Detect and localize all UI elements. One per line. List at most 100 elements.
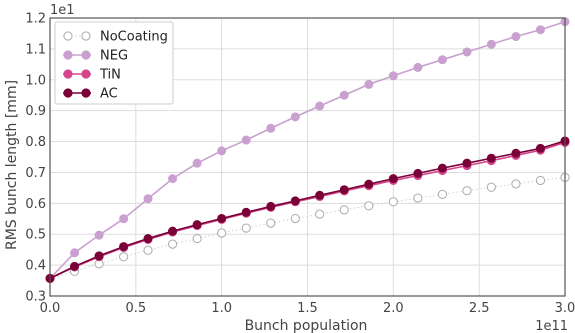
data-point: [315, 209, 325, 219]
data-point: [143, 245, 153, 255]
data-point: [70, 261, 80, 271]
data-point: [535, 143, 545, 153]
data-point: [119, 252, 129, 262]
x-tick-label: 1.0: [211, 301, 232, 316]
x-tick-label: 2.5: [469, 301, 490, 316]
y-tick-label: 0.6: [25, 197, 46, 212]
data-point: [241, 207, 251, 217]
legend-item-tin: TiN: [63, 68, 121, 83]
series-line: [49, 176, 566, 279]
data-point: [413, 193, 423, 203]
data-point: [241, 223, 251, 233]
series-ac: [45, 136, 570, 283]
data-point: [486, 153, 496, 163]
data-point: [290, 112, 300, 122]
legend-marker: [63, 31, 73, 41]
x-tick-label: 0.0: [40, 301, 61, 316]
data-point: [511, 179, 521, 189]
data-point: [462, 158, 472, 168]
data-point: [511, 32, 521, 42]
data-point: [364, 179, 374, 189]
data-point: [315, 101, 325, 111]
y-tick-label: 1.1: [25, 42, 46, 57]
data-point: [388, 197, 398, 207]
data-point: [192, 233, 202, 244]
y-tick-label: 1.0: [25, 73, 46, 88]
data-point: [486, 182, 496, 192]
y-tick-label: 0.8: [25, 135, 46, 150]
data-point: [462, 186, 472, 196]
x-tick-label: 1.5: [297, 301, 318, 316]
data-point: [217, 228, 227, 238]
legend-marker: [63, 50, 73, 60]
series-neg: [45, 17, 570, 283]
data-point: [217, 213, 227, 223]
data-point: [143, 234, 153, 244]
data-point: [119, 214, 129, 224]
x-exponent-label: 1e11: [535, 319, 568, 333]
data-point: [94, 251, 104, 261]
y-tick-label: 0.9: [25, 104, 46, 119]
data-point: [511, 148, 521, 158]
series-line: [49, 141, 566, 280]
data-point: [241, 135, 251, 145]
data-point: [168, 226, 178, 236]
y-tick-label: 0.3: [25, 290, 46, 305]
legend-marker: [81, 50, 91, 60]
series-layer: [45, 17, 570, 283]
legend-item-nocoating: NoCoating: [63, 30, 168, 45]
data-point: [168, 174, 178, 184]
data-point: [290, 196, 300, 206]
legend-marker: [81, 88, 91, 98]
y-exponent-label: 1e1: [50, 3, 75, 18]
legend-label: TiN: [99, 68, 121, 83]
data-point: [339, 185, 349, 195]
data-point: [315, 190, 325, 200]
data-point: [192, 158, 202, 168]
data-point: [364, 201, 374, 211]
data-point: [94, 230, 104, 240]
data-point: [437, 163, 447, 173]
series-line: [49, 20, 566, 279]
data-point: [339, 90, 349, 100]
legend: NoCoating NEG TiN AC: [54, 21, 174, 105]
data-point: [388, 174, 398, 184]
legend-marker: [81, 69, 91, 79]
x-axis-label: Bunch population: [245, 318, 368, 333]
data-point: [413, 62, 423, 72]
legend-item-neg: NEG: [63, 49, 128, 64]
legend-label: NEG: [100, 49, 128, 64]
data-point: [119, 242, 129, 252]
legend-box: [54, 21, 174, 105]
x-tick-label: 2.0: [383, 301, 404, 316]
x-tick-label: 3.0: [555, 301, 575, 316]
data-point: [192, 220, 202, 230]
data-point: [339, 205, 349, 215]
y-tick-label: 1.2: [25, 12, 46, 27]
y-tick-label: 0.5: [25, 228, 46, 243]
data-point: [535, 175, 546, 186]
data-point: [437, 55, 447, 65]
data-point: [217, 146, 227, 156]
data-point: [266, 123, 276, 133]
data-point: [413, 168, 423, 178]
data-point: [143, 194, 153, 204]
data-point: [167, 239, 178, 249]
data-point: [266, 218, 276, 228]
legend-marker: [63, 69, 73, 79]
tick-labels: 0.0 0.5 1.0 1.5 2.0 2.5 3.0 0.3 0.4 0.5 0.6 0.7 0.8 0…: [25, 12, 575, 317]
x-tick-label: 0.5: [125, 301, 146, 316]
legend-label: NoCoating: [100, 30, 168, 45]
data-point: [70, 248, 80, 258]
data-point: [462, 47, 472, 57]
y-tick-label: 0.4: [25, 259, 46, 274]
data-point: [486, 39, 496, 49]
legend-marker: [81, 31, 91, 41]
plot-frame: [49, 17, 566, 297]
data-point: [266, 201, 276, 211]
y-axis-label: RMS bunch length [mm]: [4, 80, 20, 250]
data-point: [388, 71, 398, 81]
data-point: [535, 25, 545, 35]
data-point: [290, 213, 300, 224]
